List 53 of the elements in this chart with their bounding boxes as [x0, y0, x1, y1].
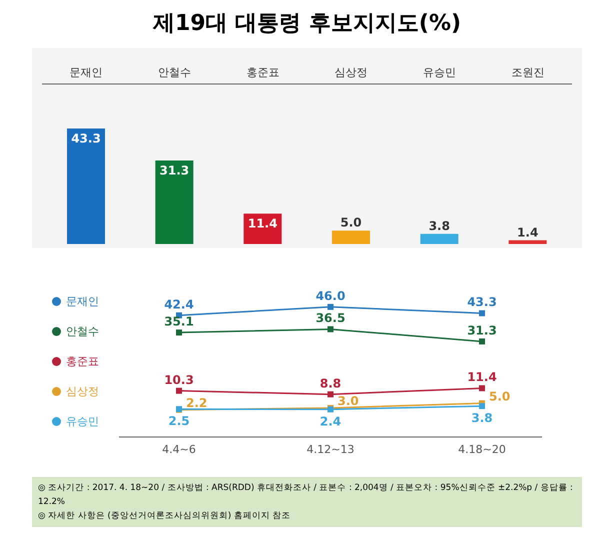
bar — [67, 128, 105, 244]
point — [479, 310, 485, 316]
point — [328, 304, 334, 310]
bar — [155, 160, 194, 244]
data-label: 10.3 — [164, 372, 194, 387]
bar — [244, 214, 282, 244]
data-label: 42.4 — [164, 297, 194, 312]
legend-label: 유승민 — [65, 414, 99, 430]
x-tick-label: 유승민 — [423, 66, 456, 79]
legend-label: 홍준표 — [65, 354, 99, 370]
bar — [508, 240, 547, 244]
x-tick-label: 4.4~6 — [162, 442, 196, 456]
data-label: 3.8 — [471, 411, 493, 426]
text: ◎ 자세한 사항은 (중앙선거여론조사심의위원회) 홈페이지 참조 — [38, 510, 292, 523]
legend-label: 심상정 — [65, 384, 99, 400]
data-label: 2.5 — [168, 414, 190, 428]
bar — [332, 230, 370, 244]
x-tick-label: 4.12~13 — [306, 442, 354, 456]
bar — [420, 234, 458, 244]
data-label: 2.4 — [320, 414, 342, 428]
data-label: 3.8 — [428, 218, 450, 233]
x-tick-label: 문재인 — [70, 66, 103, 79]
data-label: 11.4 — [467, 370, 497, 384]
data-label: 1.4 — [517, 225, 538, 240]
point — [479, 338, 485, 344]
point — [176, 388, 182, 394]
point — [328, 326, 334, 332]
point — [176, 330, 182, 336]
point — [328, 391, 334, 398]
legend-label: 문재인 — [65, 294, 99, 310]
data-label: 35.1 — [164, 314, 194, 329]
x-tick-label: 안철수 — [158, 66, 191, 79]
legend-label: 안철수 — [65, 324, 99, 340]
data-label: 5.0 — [489, 389, 510, 404]
text: ◎ 조사기간 : 2017. 4. 18~20 / 조사방법 : ARS(RDD) 휴대전화조사 / 표본수 : 2,004명 / 표본오차 : 95%신뢰수준 ±2.2%p / 응답률 : 12.2% — [38, 482, 574, 509]
x-tick-label: 심상정 — [334, 66, 368, 79]
data-label: 2.2 — [186, 396, 208, 410]
data-label: 5.0 — [340, 216, 362, 230]
x-tick-label: 홍준표 — [246, 66, 280, 79]
chart-title: 제19대 대통령 후보지지도(%) — [32, 0, 582, 48]
x-tick-label: 조원진 — [511, 66, 544, 79]
data-label: 46.0 — [316, 288, 346, 303]
data-label: 3.0 — [338, 394, 359, 408]
data-label: 31.3 — [467, 323, 497, 338]
x-tick-label: 4.18~20 — [458, 442, 506, 456]
data-label: 8.8 — [320, 376, 342, 390]
data-label: 43.3 — [467, 295, 497, 310]
data-label: 11.4 — [248, 216, 278, 231]
data-label: 43.3 — [71, 132, 101, 146]
point — [479, 403, 485, 410]
data-label: 36.5 — [316, 311, 346, 326]
point — [479, 385, 485, 392]
data-label: 31.3 — [160, 164, 190, 178]
